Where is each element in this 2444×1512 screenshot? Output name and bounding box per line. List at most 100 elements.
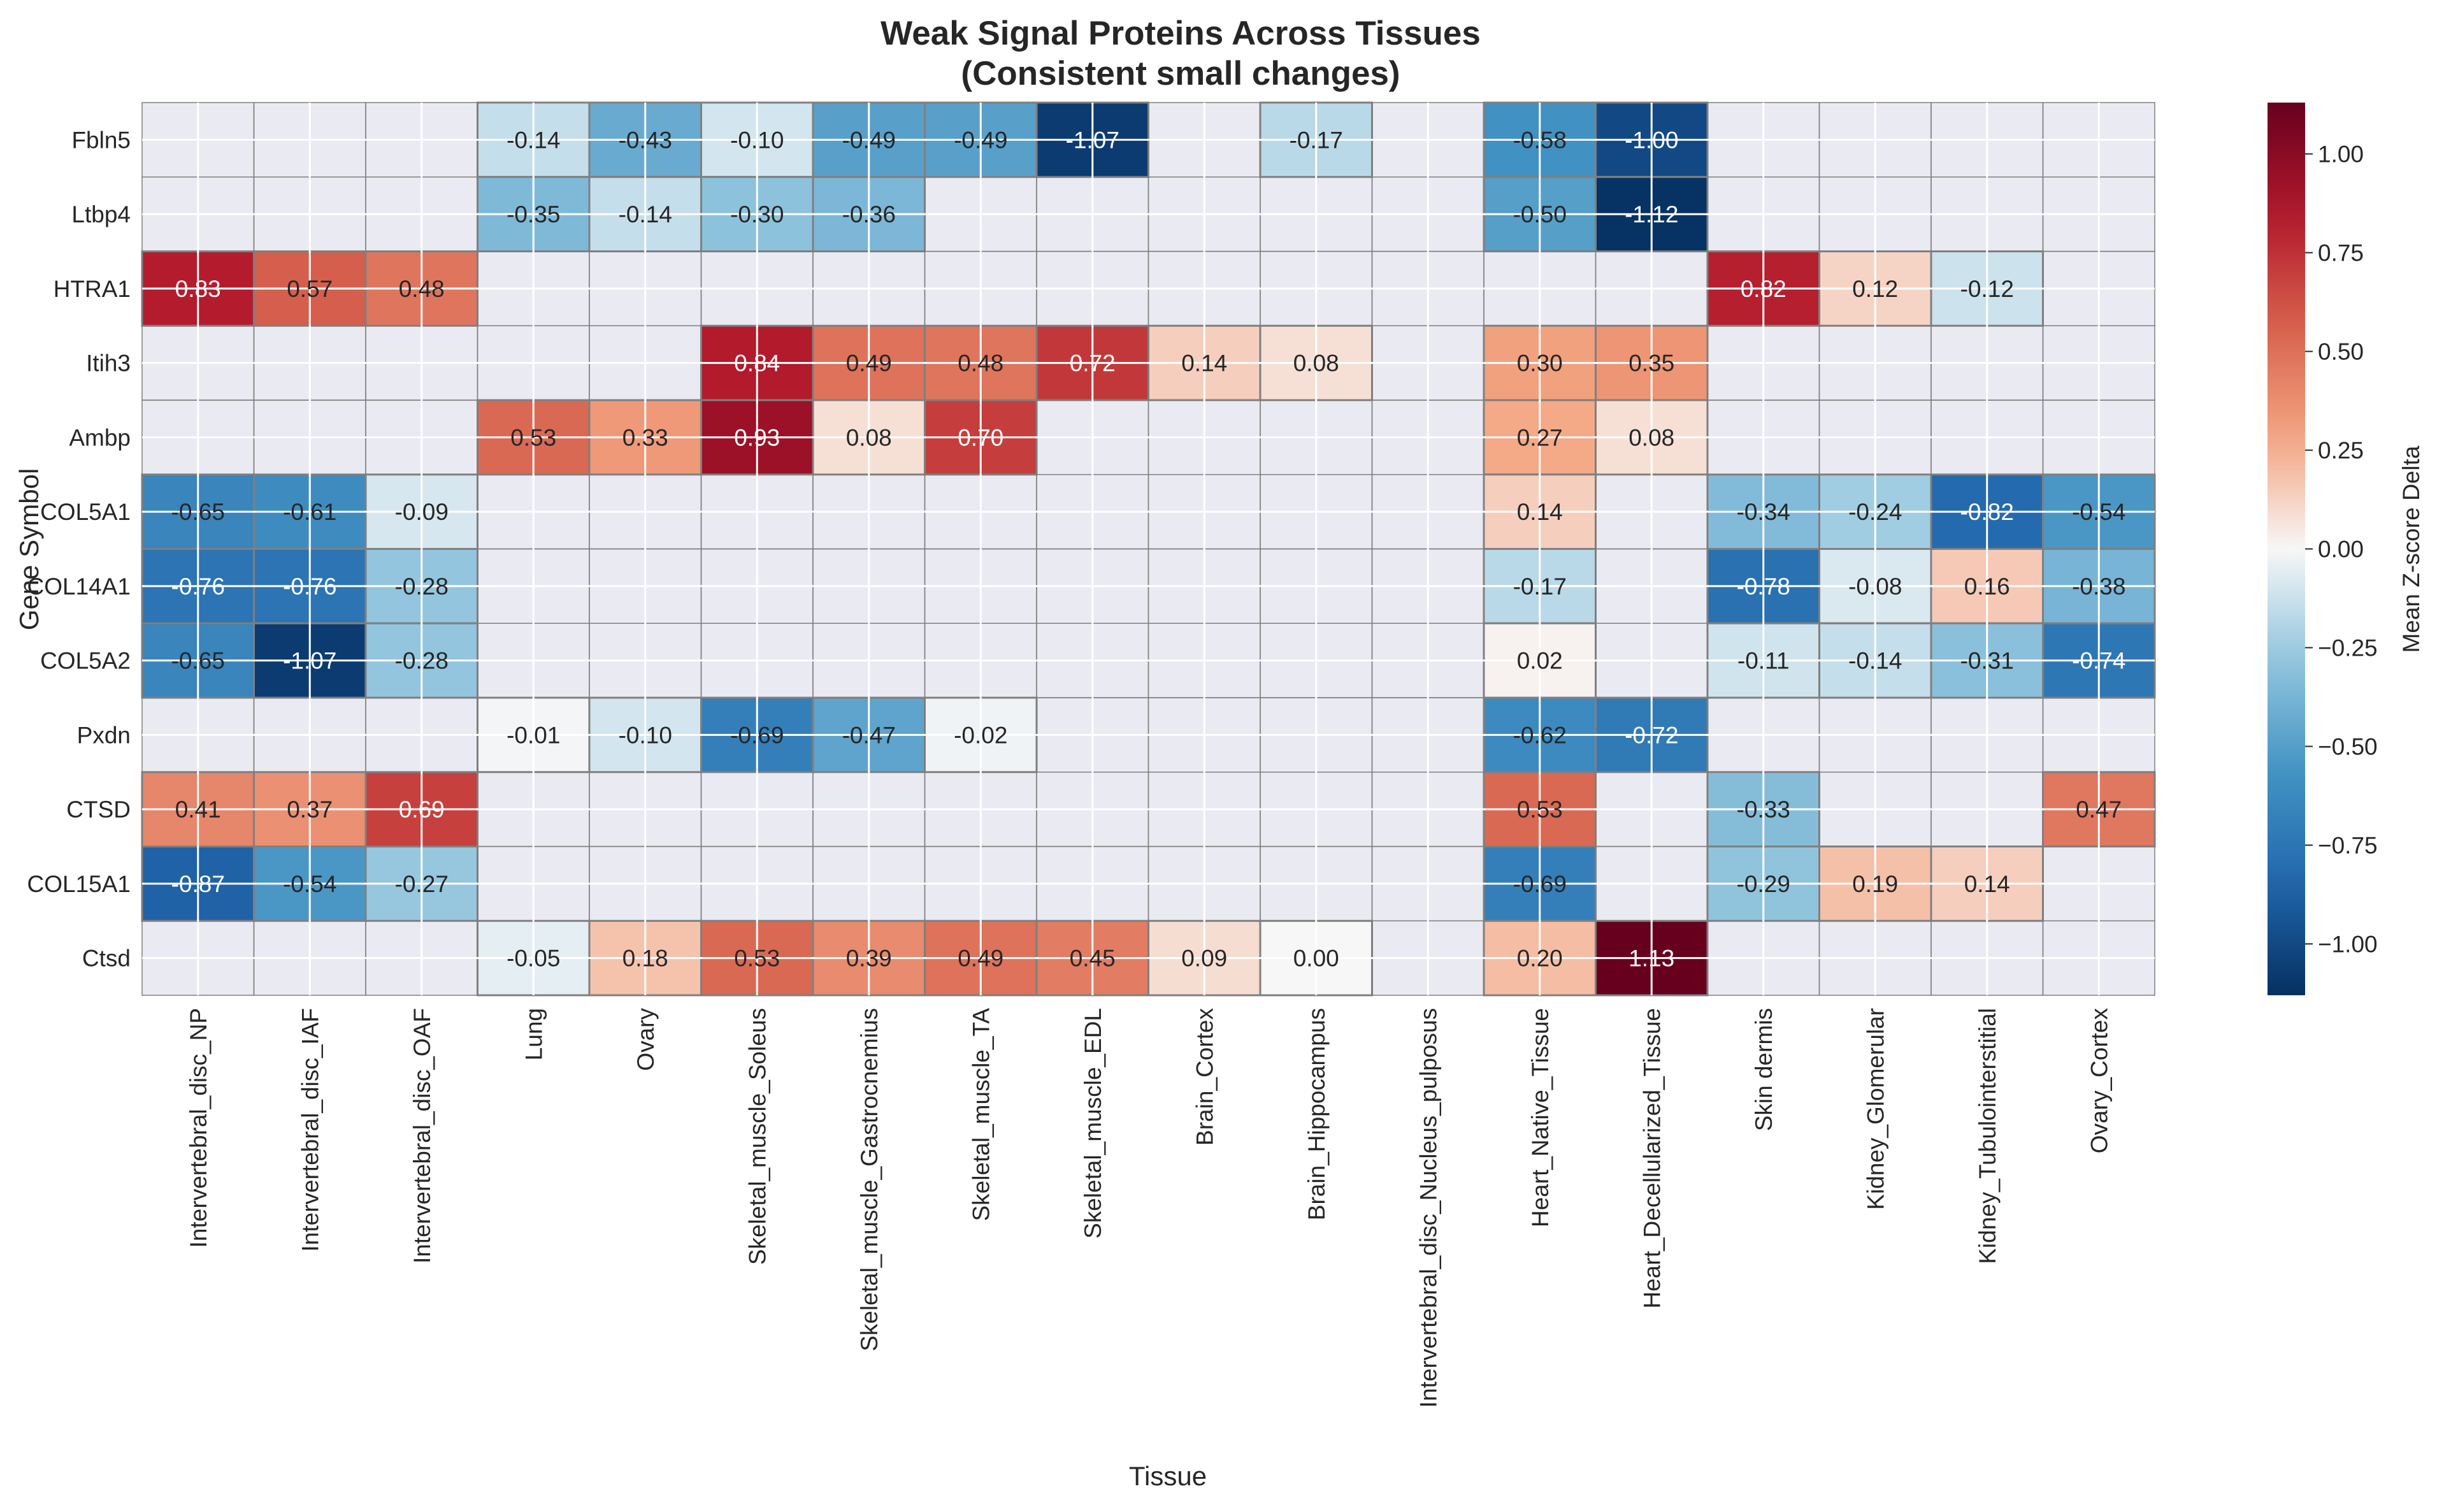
x-tick-label: Heart_Decellularized_Tissue — [1639, 1008, 1665, 1309]
colorbar-tick-label: 0.75 — [2318, 240, 2364, 266]
x-tick-label: Lung — [521, 1008, 547, 1060]
cell-value-label: -0.28 — [395, 573, 449, 600]
cell-value-label: -0.65 — [171, 648, 225, 674]
cell-value-label: -0.49 — [954, 127, 1007, 153]
cell-value-label: 0.33 — [622, 424, 668, 450]
y-tick-label: COL5A1 — [40, 499, 131, 525]
cell-value-label: 0.53 — [1517, 796, 1563, 823]
x-tick-label: Heart_Native_Tissue — [1527, 1008, 1553, 1227]
y-axis-label: Gene Symbol — [14, 468, 44, 630]
cell-value-label: -0.69 — [730, 722, 784, 748]
cell-value-label: -0.11 — [1737, 648, 1790, 674]
cell-value-label: -0.76 — [171, 573, 225, 600]
cell-value-label: -0.76 — [283, 573, 336, 600]
colorbar-tick-label: 1.00 — [2318, 141, 2364, 168]
cell-value-label: 0.39 — [846, 946, 892, 972]
y-tick-label: HTRA1 — [54, 276, 131, 302]
cell-value-label: -0.38 — [2072, 573, 2125, 600]
x-tick-label: Ovary_Cortex — [2086, 1008, 2112, 1154]
cell-value-label: -0.61 — [283, 499, 336, 525]
cell-value-label: -0.34 — [1737, 499, 1790, 525]
y-tick-label: Fbln5 — [71, 127, 131, 153]
chart-title-line-1: Weak Signal Proteins Across Tissues — [881, 15, 1481, 52]
x-tick-label: Skeletal_muscle_Gastrocnemius — [856, 1008, 882, 1351]
cell-value-label: -0.14 — [1848, 648, 1902, 674]
x-tick-label: Skeletal_muscle_Soleus — [744, 1008, 770, 1265]
cell-value-label: 0.12 — [1852, 276, 1898, 302]
cell-value-label: -0.14 — [507, 127, 560, 153]
cell-value-label: -0.28 — [395, 648, 449, 674]
cell-value-label: 0.72 — [1070, 350, 1116, 377]
cell-value-label: 0.69 — [399, 796, 445, 823]
cell-value-label: -0.72 — [1625, 722, 1678, 748]
x-tick-label: Intervertebral_disc_NP — [185, 1008, 212, 1248]
cell-value-label: 0.08 — [846, 424, 892, 450]
x-tick-label: Kidney_Glomerular — [1862, 1008, 1888, 1210]
cell-value-label: 0.57 — [287, 276, 333, 302]
x-tick-labels: Intervertebral_disc_NP Intervertebral_dis… — [185, 1008, 2113, 1408]
x-tick-label: Skin dermis — [1751, 1008, 1777, 1131]
cell-value-label: -0.43 — [619, 127, 672, 153]
cell-value-label: 1.13 — [1628, 946, 1674, 972]
cell-value-label: 0.49 — [846, 350, 892, 377]
cell-value-label: -1.12 — [1625, 201, 1678, 227]
y-tick-label: COL14A1 — [27, 573, 131, 600]
cell-value-label: 0.27 — [1517, 424, 1563, 450]
cell-value-label: 0.18 — [622, 946, 668, 972]
cell-value-label: 0.20 — [1517, 946, 1563, 972]
cell-value-label: -0.10 — [730, 127, 784, 153]
cell-value-label: 0.48 — [399, 276, 445, 302]
cell-value-label: 0.19 — [1852, 871, 1898, 897]
x-tick-label: Intervertebral_disc_OAF — [409, 1008, 435, 1264]
x-tick-label: Intervertebral_disc_IAF — [297, 1008, 323, 1252]
cell-value-label: 0.82 — [1741, 276, 1786, 302]
cell-value-label: -0.01 — [507, 722, 560, 748]
x-tick-label: Brain_Hippocampus — [1304, 1008, 1330, 1220]
cell-value-label: 0.14 — [1517, 499, 1563, 525]
cell-value-label: -0.69 — [1513, 871, 1567, 897]
colorbar-tick-label: −0.25 — [2318, 635, 2378, 661]
cell-value-label: -0.50 — [1513, 201, 1567, 227]
colorbar-tick-label: 0.50 — [2318, 339, 2364, 365]
y-tick-labels: Fbln5 Ltbp4 HTRA1 Itih3 Ambp COL5A1 COL14A1 COL… — [27, 127, 131, 971]
cell-value-label: -0.33 — [1737, 796, 1790, 823]
cell-value-label: -0.62 — [1513, 722, 1567, 748]
cell-value-label: -1.07 — [283, 648, 336, 674]
cell-value-label: 0.00 — [1293, 946, 1339, 972]
cell-value-label: 0.93 — [734, 424, 780, 450]
cell-value-label: -0.54 — [283, 871, 336, 897]
colorbar-tick-label: −0.75 — [2318, 832, 2378, 858]
cell-value-label: -0.58 — [1513, 127, 1567, 153]
cell-value-label: 0.45 — [1070, 946, 1116, 972]
x-tick-label: Skeletal_muscle_EDL — [1080, 1008, 1106, 1239]
x-tick-label: Intervertebral_disc_Nucleus_pulposus — [1415, 1008, 1441, 1408]
cell-value-label: 0.08 — [1293, 350, 1339, 377]
cell-value-label: -0.87 — [171, 871, 225, 897]
cell-value-label: 0.09 — [1181, 946, 1227, 972]
cell-value-label: 0.47 — [2076, 796, 2122, 823]
cell-value-label: -0.29 — [1737, 871, 1790, 897]
colorbar-tick-label: −0.50 — [2318, 733, 2378, 760]
cell-value-label: -0.24 — [1848, 499, 1902, 525]
cell-value-label: -0.30 — [730, 201, 784, 227]
x-tick-label: Kidney_Tubulointerstitial — [1974, 1008, 2001, 1264]
x-tick-label: Brain_Cortex — [1191, 1008, 1218, 1146]
cell-value-label: -0.49 — [842, 127, 896, 153]
y-tick-label: COL15A1 — [27, 871, 131, 897]
cell-value-label: 0.49 — [958, 946, 1003, 972]
cell-value-label: -0.17 — [1290, 127, 1343, 153]
colorbar-tick-label: −1.00 — [2318, 931, 2378, 957]
x-axis-label: Tissue — [1129, 1461, 1207, 1491]
cell-value-label: -0.27 — [395, 871, 449, 897]
cell-value-label: 0.02 — [1517, 648, 1563, 674]
cell-value-label: -0.65 — [171, 499, 225, 525]
cell-value-label: 0.08 — [1628, 424, 1674, 450]
cell-value-label: -0.31 — [1960, 648, 2014, 674]
cell-value-label: -0.78 — [1737, 573, 1790, 600]
cell-value-label: 0.30 — [1517, 350, 1563, 377]
y-tick-label: CTSD — [66, 796, 131, 823]
y-tick-label: Pxdn — [77, 722, 131, 748]
colorbar-label: Mean Z-score Delta — [2398, 445, 2424, 652]
cell-value-label: -0.09 — [395, 499, 449, 525]
